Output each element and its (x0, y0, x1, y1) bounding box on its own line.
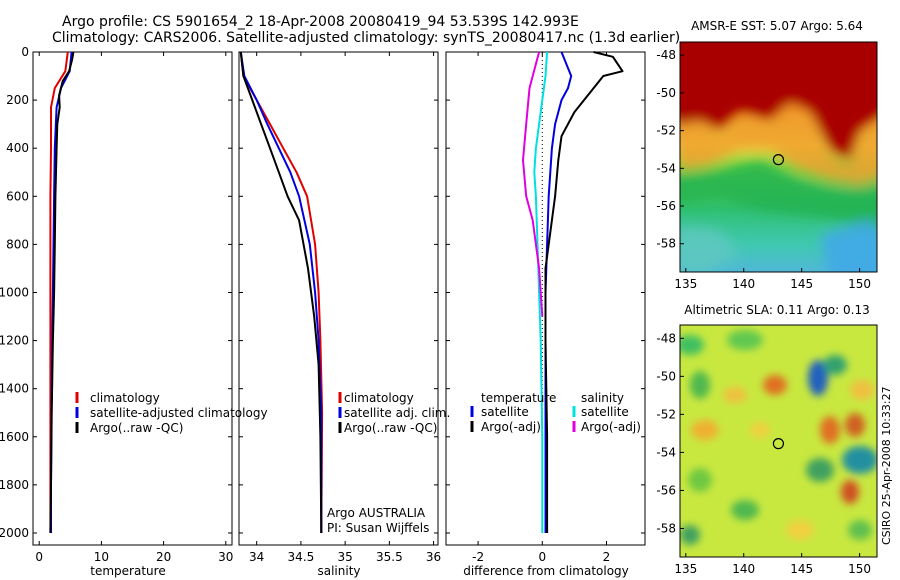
depth-tick-label: 0 (21, 45, 29, 59)
depth-tick-label: 1600 (0, 430, 29, 444)
sst-map-ytick-label: -50 (656, 86, 676, 100)
depth-tick-label: 400 (6, 141, 29, 155)
sla-map-ytick-label: -58 (656, 521, 676, 535)
sst-argo-location-marker (772, 154, 785, 166)
sla-map-title: Altimetric SLA: 0.11 Argo: 0.13 (684, 303, 869, 317)
legend-label-temp-satellite: satellite (481, 405, 529, 419)
sst-map-title: AMSR-E SST: 5.07 Argo: 5.64 (691, 19, 863, 33)
sla-map-xtick-label: 150 (848, 562, 871, 576)
depth-tick-label: 800 (6, 237, 29, 251)
platform-annotation: Argo AUSTRALIA (327, 506, 426, 520)
difference-plot-frame (445, 51, 646, 546)
legend-label-sal-climatology: climatology (344, 391, 414, 405)
legend-label-sal-satellite: satellite adj. clim. (344, 406, 450, 420)
salinity-legend: climatology satellite adj. clim. Argo(..… (338, 391, 450, 435)
sst-map-image (680, 42, 877, 272)
salinity-panel-xtick-label: 35 (337, 550, 352, 564)
temperature-panel-xtick-label: 0 (35, 550, 43, 564)
salinity-panel-xtick-label: 35.5 (376, 550, 403, 564)
legend-label-argo-raw: Argo(..raw -QC) (90, 421, 183, 435)
salinity-panel-series-line-1 (239, 51, 323, 533)
x-axis-ticks: 0 10 20 30 34 34.5 35 35.5 36 -2 0 2 (35, 52, 610, 564)
sst-map-ytick-label: -54 (656, 161, 676, 175)
sla-map-frame (679, 324, 878, 558)
salinity-panel-series-line-2 (239, 51, 323, 534)
salinity-panel-xtick-label: 34 (249, 550, 264, 564)
salinity-panel-series-line-0 (239, 51, 324, 534)
salinity-series (239, 51, 324, 534)
sla-map-ytick-label: -52 (656, 407, 676, 421)
legend-label-sal-argo: Argo(..raw -QC) (344, 421, 437, 435)
difference-axis-label: difference from climatology (463, 564, 629, 578)
salinity-panel-xtick-label: 36 (426, 550, 441, 564)
sla-argo-location-marker (772, 438, 785, 450)
sla-map-ytick-label: -48 (656, 331, 676, 345)
sst-map-ytick-label: -52 (656, 124, 676, 138)
temperature-series (49, 51, 75, 534)
legend-label-satellite-adjusted: satellite-adjusted climatology (90, 406, 268, 420)
temperature-plot-frame (32, 51, 233, 546)
sla-map-xtick-label: 145 (790, 562, 813, 576)
sst-map-ytick-label: -56 (656, 199, 676, 213)
sla-map-image (680, 325, 877, 557)
depth-tick-label: 1800 (0, 478, 29, 492)
difference-series (522, 51, 624, 533)
sst-map-xtick-label: 145 (790, 277, 813, 291)
csiro-timestamp: CSIRO 25-Apr-2008 10:33:27 (880, 386, 893, 545)
depth-tick-label: 1200 (0, 334, 29, 348)
sla-map-ytick-label: -54 (656, 445, 676, 459)
sst-map-xtick-label: 135 (674, 277, 697, 291)
depth-tick-label: 1400 (0, 382, 29, 396)
difference-panel-xtick-label: -2 (472, 550, 484, 564)
legend-label-sal-argo-diff: Argo(-adj) (581, 420, 641, 434)
depth-tick-label: 200 (6, 93, 29, 107)
sla-map-xtick-label: 140 (732, 562, 755, 576)
sst-map-ytick-label: -58 (656, 237, 676, 251)
legend-label-temp-argo: Argo(-adj) (481, 420, 541, 434)
depth-tick-label: 600 (6, 189, 29, 203)
pi-annotation: PI: Susan Wijffels (327, 521, 429, 535)
temperature-legend: climatology satellite-adjusted climatolo… (75, 391, 268, 435)
sst-map-frame (679, 41, 878, 273)
difference-panel-series-line-3 (522, 51, 544, 317)
sst-map-ticks: 135 140 145 150 -48 -50 -52 -54 -56 -58 (656, 48, 871, 291)
sst-map-xtick-label: 150 (848, 277, 871, 291)
sla-map-ytick-label: -50 (656, 369, 676, 383)
depth-tick-label: 1000 (0, 285, 29, 299)
sst-map-ytick-label: -48 (656, 48, 676, 62)
figure-title-line-2: Climatology: CARS2006. Satellite-adjuste… (52, 30, 681, 46)
sla-map-ticks: 135 140 145 150 -48 -50 -52 -54 -56 -58 (656, 331, 871, 576)
depth-axis-ticks: 0 200 400 600 800 1000 1200 1400 1600 1800 2000 (0, 45, 645, 540)
temperature-panel-xtick-label: 20 (156, 550, 171, 564)
difference-legend: temperature satellite Argo(-adj) salinit… (470, 391, 641, 434)
legend-heading-temperature: temperature (481, 391, 556, 405)
difference-panel-series-line-2 (533, 51, 549, 533)
temperature-panel-xtick-label: 30 (218, 550, 233, 564)
sla-map-ytick-label: -56 (656, 483, 676, 497)
sla-map-xtick-label: 135 (674, 562, 697, 576)
legend-label-sal-satellite-diff: satellite (581, 405, 629, 419)
temperature-panel-series-line-2 (49, 51, 75, 534)
legend-label-climatology: climatology (90, 391, 160, 405)
temperature-axis-label: temperature (90, 564, 165, 578)
figure-title-line-1: Argo profile: CS 5901654_2 18-Apr-2008 2… (62, 14, 579, 30)
sst-map-xtick-label: 140 (732, 277, 755, 291)
temperature-panel-series-line-0 (49, 51, 69, 533)
difference-panel-xtick-label: 0 (538, 550, 546, 564)
salinity-plot-frame (238, 51, 439, 546)
depth-tick-label: 2000 (0, 526, 29, 540)
legend-heading-salinity: salinity (581, 391, 624, 405)
difference-panel-xtick-label: 2 (603, 550, 611, 564)
salinity-panel-xtick-label: 34.5 (288, 550, 315, 564)
salinity-axis-label: salinity (317, 564, 360, 578)
temperature-panel-xtick-label: 10 (94, 550, 109, 564)
difference-panel-series-line-1 (544, 51, 624, 533)
